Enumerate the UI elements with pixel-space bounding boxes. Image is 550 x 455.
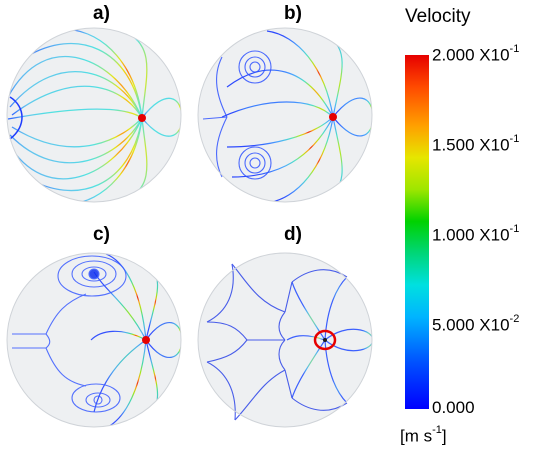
tick-mantissa: 0.000 [432,398,475,417]
units-exponent: -1 [432,424,442,436]
streamline-disc-d [197,252,373,428]
colorbar-tick-label: 0.000 [432,398,475,418]
colorbar-tick-label: 5.000 X10-2 [432,313,520,336]
tick-mantissa: 2.000 [432,45,475,65]
panel-label-d: d) [284,224,302,245]
colorbar-title: Velocity [405,6,471,27]
tick-exponent: -1 [509,133,520,145]
tick-mantissa: 1.500 [432,135,475,155]
panel-label-b: b) [284,3,302,24]
colorbar-tick-label: 2.000 X10-1 [432,43,520,66]
streamline-disc-b [197,27,373,203]
tick-exponent: -2 [509,313,520,325]
tick-mantissa: 5.000 [432,315,475,335]
panel-label-a: a) [93,3,110,24]
tick-base: X10 [479,135,510,155]
tick-base: X10 [479,225,510,245]
units-prefix: [m s [400,426,433,446]
streamline-disc-c [6,252,182,428]
colorbar-tick-label: 1.000 X10-1 [432,223,520,246]
tick-mantissa: 1.000 [432,225,475,245]
velocity-colorbar [405,55,429,409]
tick-exponent: -1 [509,223,520,235]
colorbar-units: [m s-1] [400,424,447,447]
tick-base: X10 [479,315,510,335]
tick-exponent: -1 [509,43,520,55]
streamline-disc-a [6,27,182,203]
panel-label-c: c) [93,224,110,245]
units-suffix: ] [441,426,447,446]
tick-base: X10 [479,45,510,65]
colorbar-tick-label: 1.500 X10-1 [432,133,520,156]
